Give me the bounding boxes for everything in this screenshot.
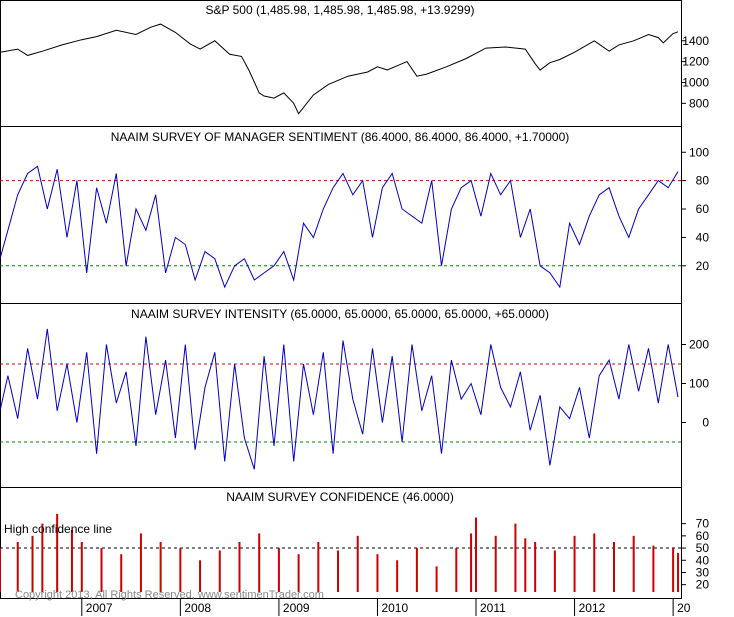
panel-title-confidence: NAAIM SURVEY CONFIDENCE (46.0000) [226, 490, 454, 504]
confidence-bar [31, 535, 34, 592]
confidence-bar [593, 533, 596, 592]
confidence-bar [534, 541, 537, 592]
x-tick-label: 2007 [86, 601, 113, 615]
confidence-bar [396, 560, 399, 592]
y-tick-label: 20 [696, 259, 710, 273]
x-tick-label: 2010 [381, 601, 408, 615]
confidence-bar [632, 535, 635, 592]
confidence-bar [70, 529, 73, 592]
confidence-bar [356, 535, 359, 592]
x-axis: 2007 2008 2009 2010 2011 2012 20 [0, 598, 691, 616]
confidence-bar [612, 541, 615, 592]
confidence-bar [238, 541, 241, 592]
confidence-bar [277, 548, 280, 592]
y-tick-label: 20 [696, 578, 710, 592]
confidence-bar [80, 541, 83, 592]
confidence-reference-label: High confidence line [4, 522, 112, 536]
y-tick-label: 1200 [682, 55, 709, 69]
series-line [0, 165, 679, 289]
y-tick-label: 60 [696, 529, 710, 543]
confidence-bar [514, 523, 517, 592]
y-tick-label: 0 [702, 416, 709, 430]
confidence-bar [159, 541, 162, 592]
x-tick-label: 2009 [283, 601, 310, 615]
confidence-bar [470, 533, 473, 592]
confidence-bar [672, 548, 675, 592]
confidence-bar [199, 560, 202, 592]
confidence-bar [553, 550, 556, 592]
y-tick-label: 200 [689, 338, 709, 352]
confidence-bar [120, 554, 123, 592]
y-tick-label: 100 [689, 145, 709, 159]
confidence-bar [139, 533, 142, 592]
confidence-bar [573, 535, 576, 592]
confidence-bar [652, 545, 655, 592]
sp500-price-line [0, 23, 679, 115]
confidence-bar [218, 550, 221, 592]
confidence-bar [258, 533, 261, 592]
panel-title-sp500: S&P 500 (1,485.98, 1,485.98, 1,485.98, +… [206, 3, 475, 17]
confidence-bar [455, 548, 458, 592]
confidence-bar [179, 548, 182, 592]
y-tick-label: 100 [689, 377, 709, 391]
confidence-bar [56, 513, 59, 592]
x-tick-label: 2012 [579, 601, 606, 615]
watermark: Copyright 2013, All Rights Reserved, www… [15, 589, 324, 601]
y-tick-label: 70 [696, 517, 710, 531]
confidence-bar [376, 554, 379, 592]
y-tick-label: 800 [689, 96, 709, 110]
x-tick-label: 20 [677, 601, 691, 615]
y-tick-label: 30 [696, 565, 710, 579]
confidence-bar [677, 552, 680, 592]
confidence-bar [337, 550, 340, 592]
y-tick-label: 1400 [682, 34, 709, 48]
confidence-bar [0, 548, 1, 592]
y-tick-label: 1000 [682, 75, 709, 89]
series-line [0, 328, 679, 470]
x-tick-label: 2008 [184, 601, 211, 615]
panel-title-intensity: NAAIM SURVEY INTENSITY (65.0000, 65.0000… [131, 307, 549, 321]
confidence-bar [435, 566, 438, 592]
confidence-bar [16, 541, 19, 592]
confidence-bar [297, 554, 300, 592]
y-tick-label: 60 [696, 202, 710, 216]
confidence-bar [317, 541, 320, 592]
y-tick-label: 40 [696, 230, 710, 244]
y-tick-label: 50 [696, 541, 710, 555]
confidence-bar [494, 535, 497, 592]
confidence-bar [475, 517, 478, 592]
x-tick-label: 2011 [480, 601, 506, 615]
panel-title-sentiment: NAAIM SURVEY OF MANAGER SENTIMENT (86.40… [111, 130, 570, 144]
confidence-bar [41, 523, 44, 592]
confidence-bar [524, 538, 527, 592]
confidence-bar [415, 548, 418, 592]
y-tick-label: 80 [696, 174, 710, 188]
y-tick-label: 40 [696, 553, 710, 567]
confidence-bar [100, 548, 103, 592]
